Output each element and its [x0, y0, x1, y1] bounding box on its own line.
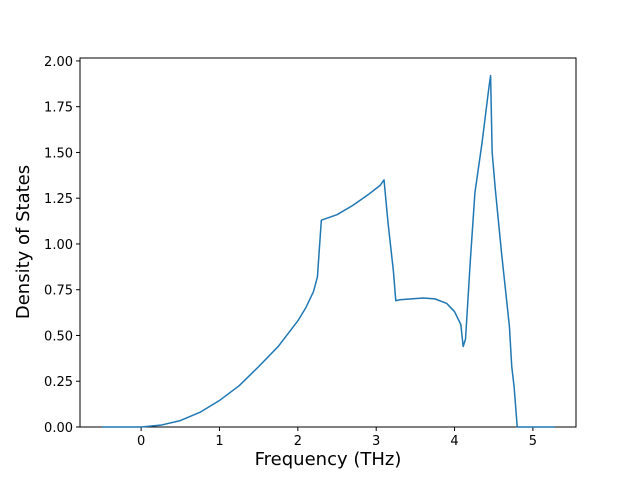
dos-line: [101, 74, 555, 428]
y-tick-label: 2.00: [44, 55, 73, 70]
plot-frame: [79, 57, 577, 428]
y-tick-label: 1.00: [44, 238, 73, 253]
y-tick-label: 1.50: [44, 146, 73, 161]
y-tick-label: 0.00: [44, 421, 73, 436]
y-axis-label: Density of States: [13, 165, 34, 319]
x-axis-label: Frequency (THz): [255, 449, 402, 470]
x-tick-label: 3: [372, 434, 380, 449]
y-tick-label: 0.25: [44, 375, 73, 390]
x-tick-label: 0: [137, 434, 145, 449]
y-tick-label: 0.75: [44, 284, 73, 299]
x-tick-label: 5: [529, 434, 537, 449]
y-tick-label: 1.25: [44, 192, 73, 207]
x-tick-label: 1: [215, 434, 223, 449]
y-tick-label: 0.50: [44, 329, 73, 344]
y-tick-label: 1.75: [44, 101, 73, 116]
x-tick-label: 2: [294, 434, 302, 449]
x-tick-label: 4: [450, 434, 458, 449]
